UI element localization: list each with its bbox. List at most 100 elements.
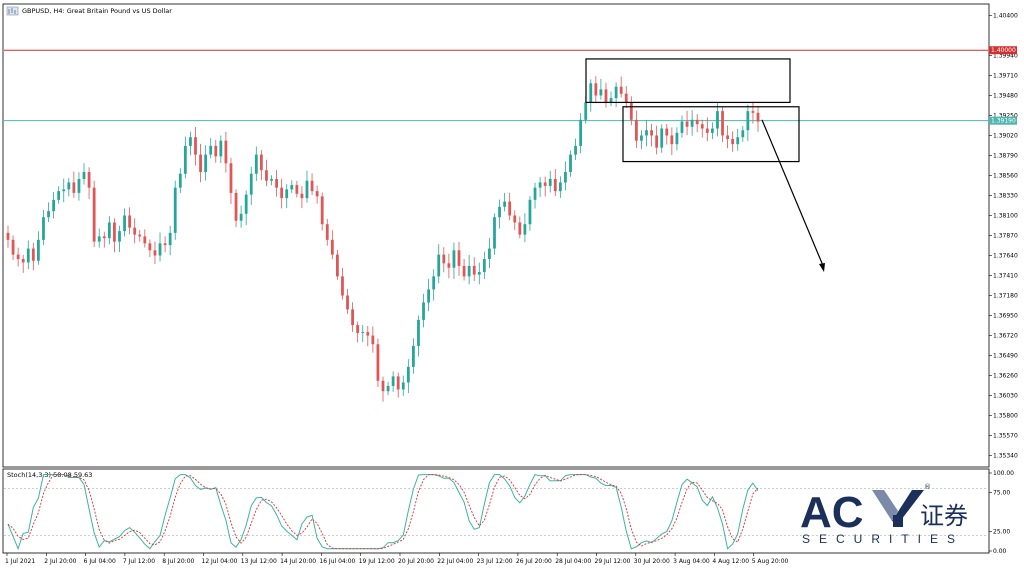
- x-tick-label: 5 Aug 20:00: [752, 558, 789, 565]
- candle: [629, 96, 633, 126]
- candle-body: [224, 140, 228, 164]
- candle: [726, 125, 729, 149]
- candles: [6, 76, 760, 402]
- candle-body: [624, 93, 628, 103]
- candle-body: [173, 187, 177, 233]
- candle-body: [42, 217, 45, 240]
- y-axis: 1.40400 1.39940 1.39710 1.39480 1.39250 1.390…: [989, 12, 1018, 460]
- logo-sub-text: SECURITIES: [802, 532, 964, 546]
- candle-body: [305, 180, 309, 199]
- candle: [665, 123, 669, 145]
- candle-body: [564, 172, 567, 183]
- candle-body: [57, 191, 61, 200]
- candle-body: [417, 319, 420, 346]
- x-tick-label: 16 Jul 04:00: [319, 558, 355, 565]
- y-tick-label: 1.36950: [993, 313, 1018, 320]
- candle: [472, 257, 476, 282]
- candle: [11, 235, 15, 261]
- candle-body: [168, 232, 172, 246]
- candle: [72, 171, 76, 198]
- candle: [741, 126, 745, 142]
- candle: [143, 229, 147, 248]
- candle: [123, 208, 126, 237]
- candle-body: [128, 215, 132, 228]
- candle-body: [675, 132, 679, 145]
- candle-body: [189, 137, 192, 146]
- candle: [412, 338, 415, 374]
- candle-body: [356, 325, 360, 333]
- candle: [543, 176, 547, 197]
- symbol-header: GBPUSD, H4: Great Britain Pound vs US Do…: [6, 6, 172, 16]
- candle: [640, 130, 643, 150]
- candle: [442, 247, 446, 273]
- candle: [670, 127, 674, 156]
- logo-cn-text: 证券: [920, 502, 968, 530]
- candle-body: [579, 119, 583, 146]
- candle: [498, 199, 501, 229]
- candle: [189, 131, 192, 156]
- candle-body: [528, 199, 532, 225]
- candle: [553, 168, 557, 197]
- candle-body: [756, 112, 760, 122]
- candle-body: [705, 128, 709, 133]
- y-tick-label: 1.38330: [993, 192, 1018, 199]
- candle-body: [406, 366, 410, 383]
- candle-body: [543, 182, 547, 186]
- candle-body: [437, 254, 441, 277]
- y-tick-label: 1.39940: [993, 52, 1018, 59]
- candle-body: [650, 130, 653, 136]
- candle: [685, 110, 689, 136]
- candle: [6, 225, 10, 248]
- candle: [634, 110, 638, 149]
- candle: [710, 122, 714, 139]
- candle-body: [614, 86, 618, 99]
- stoch-scale-label: 75.00: [993, 490, 1010, 497]
- candle-body: [386, 385, 390, 392]
- candle: [548, 170, 552, 193]
- candle-body: [665, 128, 669, 136]
- candle-body: [503, 201, 507, 207]
- candle: [346, 288, 349, 314]
- candle: [305, 170, 309, 203]
- candle: [422, 293, 425, 328]
- candle: [351, 302, 354, 332]
- candle-body: [462, 265, 466, 277]
- symbol-title: GBPUSD, H4: Great Britain Pound vs US Do…: [22, 7, 172, 15]
- candle-body: [731, 138, 735, 145]
- x-tick-label: 7 Jul 12:00: [123, 558, 155, 565]
- candle: [67, 178, 71, 197]
- candle-body: [270, 178, 273, 181]
- candle: [320, 192, 324, 231]
- candle-body: [594, 83, 598, 96]
- candle: [26, 240, 30, 270]
- candle-body: [234, 192, 238, 221]
- x-tick-label: 30 Jul 20:00: [634, 558, 670, 565]
- y-tick-label: 1.37410: [993, 273, 1018, 280]
- candle-body: [310, 180, 314, 192]
- candle: [690, 110, 694, 136]
- candle: [214, 139, 218, 163]
- candle-body: [107, 222, 111, 239]
- candle-body: [422, 302, 425, 320]
- candle-body: [341, 276, 344, 296]
- candle-body: [77, 178, 81, 193]
- x-tick-label: 8 Jul 20:00: [162, 558, 194, 565]
- candle: [270, 175, 273, 186]
- stoch-scale-label: 0.00: [993, 548, 1007, 555]
- candle-body: [391, 376, 395, 386]
- candle: [371, 326, 375, 353]
- candle-body: [366, 332, 370, 336]
- candle: [275, 169, 278, 197]
- candle: [452, 242, 456, 279]
- range-box: [622, 106, 800, 163]
- candle: [47, 202, 50, 222]
- candle-body: [655, 135, 659, 148]
- down-arrow-line: [761, 119, 825, 269]
- candle: [624, 86, 628, 109]
- candle: [356, 321, 360, 343]
- candle-body: [569, 154, 572, 173]
- candle: [113, 218, 116, 253]
- candle: [300, 186, 304, 209]
- stochastic-indicator: [4, 474, 988, 551]
